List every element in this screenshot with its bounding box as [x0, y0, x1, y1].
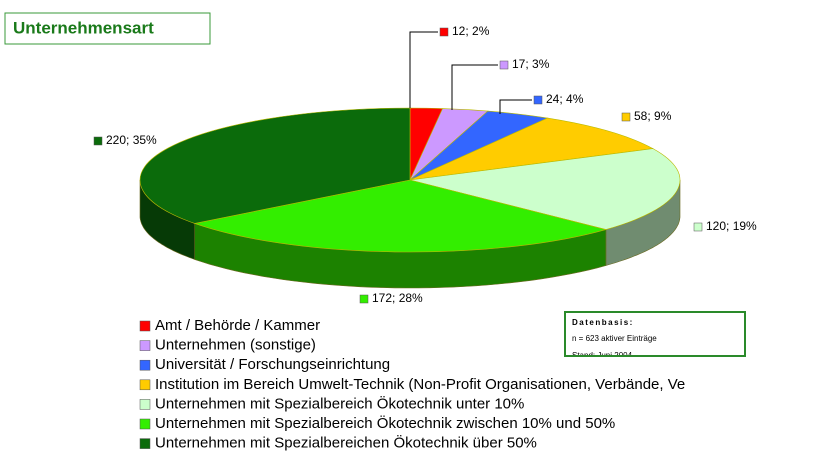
- legend-label: Unternehmen mit Spezialbereich Ökotechni…: [155, 394, 524, 412]
- legend-swatch: [139, 359, 151, 371]
- leader-line: [409, 31, 438, 108]
- legend-swatch: [139, 399, 151, 410]
- legend-label: Universität / Forschungseinrichtung: [155, 356, 390, 373]
- info-heading: Datenbasis:: [572, 318, 634, 327]
- data-label: 220; 35%: [106, 133, 157, 147]
- data-label: 24; 4%: [546, 92, 584, 106]
- pie-tops: [139, 107, 681, 253]
- label-swatch: [359, 294, 369, 304]
- legend-swatch: [139, 340, 151, 351]
- data-label: 172; 28%: [372, 291, 423, 305]
- label-swatch: [533, 95, 543, 105]
- label-swatch: [439, 27, 449, 37]
- pie-slice: [139, 107, 411, 224]
- leader-line: [499, 99, 532, 114]
- label-swatch: [499, 60, 509, 70]
- legend-label: Unternehmen (sonstige): [155, 337, 316, 354]
- data-label: 58; 9%: [634, 109, 672, 123]
- data-label: 12; 2%: [452, 24, 490, 38]
- info-count: n = 623 aktiver Einträge: [572, 334, 657, 343]
- chart-title: Unternehmensart: [13, 18, 154, 37]
- info-box: [564, 311, 746, 357]
- pie-slice: [193, 179, 608, 253]
- legend-swatch: [139, 320, 151, 332]
- legend-swatch: [139, 379, 151, 391]
- legend-label: Unternehmen mit Spezialbereichen Ökotech…: [155, 434, 537, 452]
- legend-swatch: [139, 438, 151, 449]
- data-label: 120; 19%: [706, 219, 757, 233]
- title-box: [4, 12, 211, 45]
- legend-swatch: [139, 418, 151, 430]
- label-swatch: [621, 112, 631, 122]
- pie-slice: [409, 148, 681, 230]
- leader-line: [451, 64, 498, 110]
- legend-label: Amt / Behörde / Kammer: [155, 317, 320, 334]
- label-swatch: [693, 222, 703, 232]
- label-swatch: [93, 136, 103, 146]
- info-date: Stand: Juni 2004: [572, 351, 633, 360]
- pie-slice: [409, 117, 654, 181]
- data-label: 17; 3%: [512, 57, 550, 71]
- legend-label: Unternehmen mit Spezialbereich Ökotechni…: [155, 414, 615, 432]
- info-text: Datenbasis: n = 623 aktiver Einträge Sta…: [572, 318, 657, 360]
- legend-label: Institution im Bereich Umwelt-Technik (N…: [155, 376, 685, 393]
